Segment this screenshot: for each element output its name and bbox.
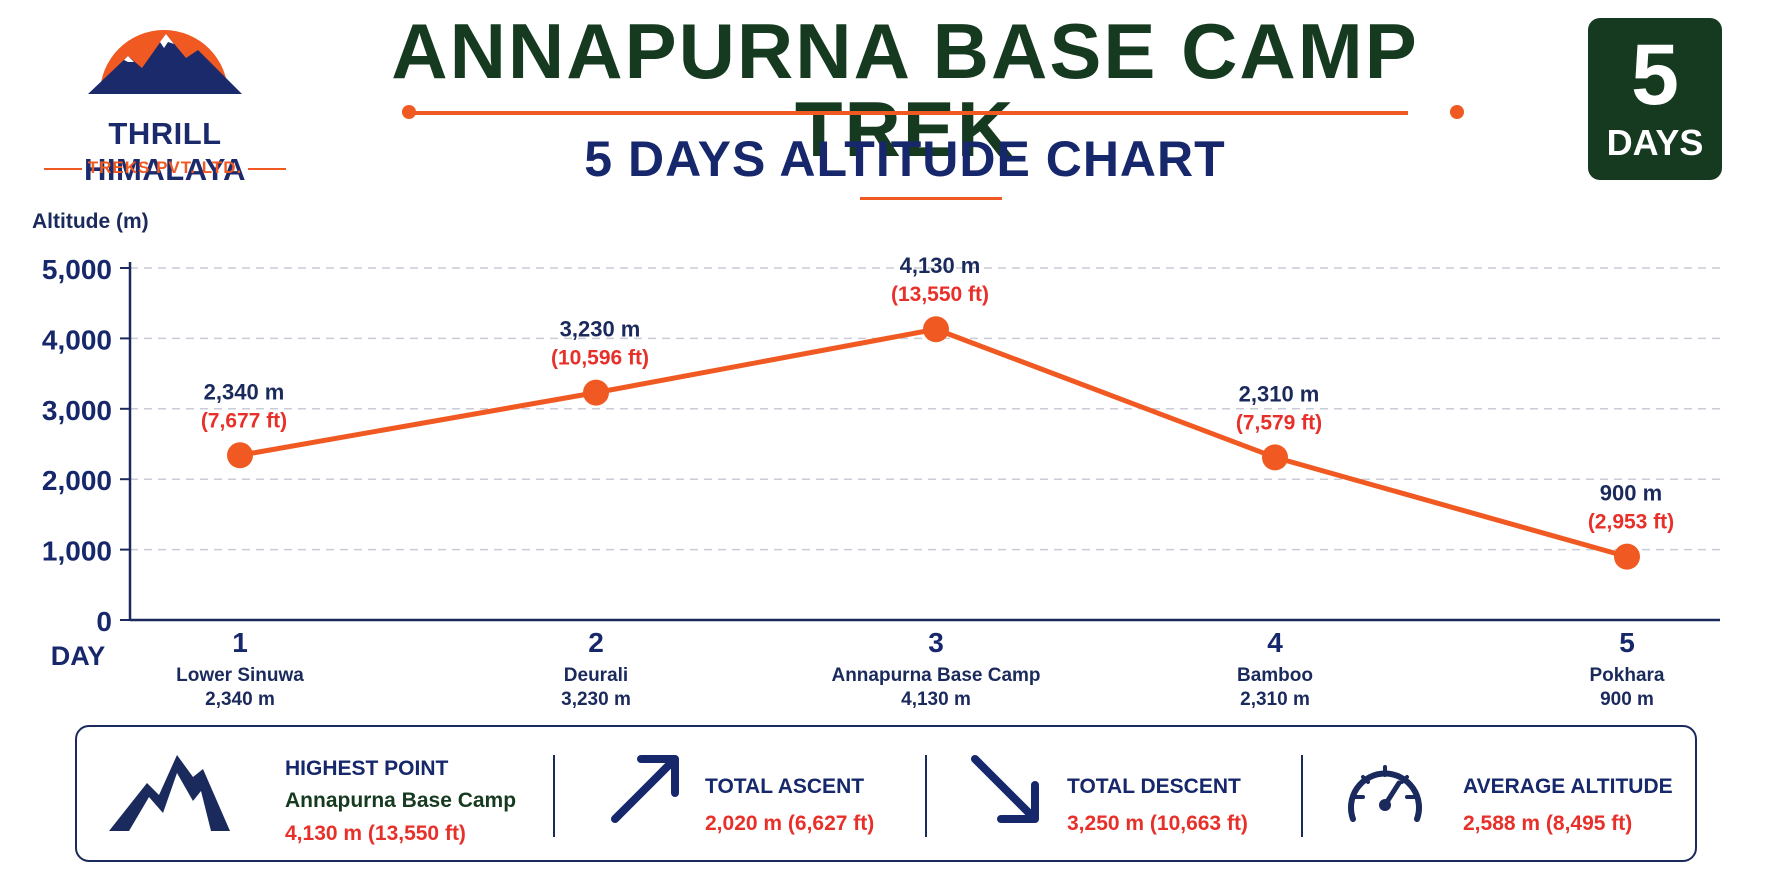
mountain-sun-logo-icon bbox=[88, 30, 242, 94]
page-title: ANNAPURNA BASE CAMP TREK bbox=[391, 7, 1419, 173]
average-altitude-value: 2,588 m (8,495 ft) bbox=[1463, 812, 1633, 835]
data-point bbox=[1614, 543, 1640, 570]
total-ascent-title: TOTAL ASCENT bbox=[705, 775, 865, 798]
data-point bbox=[227, 442, 253, 469]
x-tick-altitude: 2,340 m bbox=[205, 689, 275, 710]
mountain-icon bbox=[109, 755, 230, 831]
y-tick-label: 1,000 bbox=[42, 536, 112, 567]
x-tick-altitude: 4,130 m bbox=[901, 689, 971, 710]
x-tick-place: Lower Sinuwa bbox=[176, 665, 304, 686]
stats-divider bbox=[553, 755, 555, 837]
stats-divider bbox=[1301, 755, 1303, 837]
x-tick-day: 4 bbox=[1267, 627, 1283, 658]
highest-point-place: Annapurna Base Camp bbox=[285, 789, 517, 812]
data-label-feet: (7,677 ft) bbox=[201, 409, 287, 432]
data-label-feet: (13,550 ft) bbox=[891, 283, 989, 306]
x-tick-place: Deurali bbox=[564, 665, 628, 686]
x-tick-altitude: 3,230 m bbox=[561, 689, 631, 710]
data-label-altitude: 3,230 m bbox=[560, 317, 641, 342]
data-label-feet: (10,596 ft) bbox=[551, 347, 649, 370]
days-badge-number: 5 bbox=[1631, 27, 1679, 123]
data-point bbox=[1262, 444, 1288, 471]
highest-point-value: 4,130 m (13,550 ft) bbox=[285, 822, 466, 845]
average-altitude-title: AVERAGE ALTITUDE bbox=[1463, 775, 1673, 798]
y-tick-label: 0 bbox=[96, 606, 112, 637]
title-rule bbox=[408, 111, 1408, 115]
x-tick-day: 1 bbox=[232, 627, 248, 658]
x-tick-place: Bamboo bbox=[1237, 665, 1313, 686]
days-badge: 5 DAYS bbox=[1588, 18, 1722, 180]
data-label-altitude: 2,310 m bbox=[1239, 381, 1320, 406]
highest-point-title: HIGHEST POINT bbox=[285, 757, 449, 780]
data-label-feet: (2,953 ft) bbox=[1588, 511, 1674, 534]
arrow-up-right-icon bbox=[611, 755, 679, 823]
total-descent-value: 3,250 m (10,663 ft) bbox=[1067, 812, 1248, 835]
y-tick-label: 4,000 bbox=[42, 324, 112, 355]
y-tick-label: 2,000 bbox=[42, 465, 112, 496]
data-point bbox=[923, 316, 949, 343]
logo-divider-right bbox=[248, 168, 286, 170]
x-tick-day: 2 bbox=[588, 627, 604, 658]
total-ascent-value: 2,020 m (6,627 ft) bbox=[705, 812, 875, 835]
total-descent-title: TOTAL DESCENT bbox=[1067, 775, 1241, 798]
x-tick-day: 3 bbox=[928, 627, 944, 658]
page-subtitle: 5 DAYS ALTITUDE CHART bbox=[584, 131, 1226, 187]
data-label-altitude: 4,130 m bbox=[900, 253, 981, 278]
gauge-icon bbox=[1348, 765, 1422, 822]
data-label-altitude: 2,340 m bbox=[204, 379, 285, 404]
logo-name: THRILL HIMALAYA bbox=[84, 116, 246, 187]
title-rule-dot-left bbox=[402, 105, 416, 119]
y-tick-label: 5,000 bbox=[42, 254, 112, 285]
y-tick-label: 3,000 bbox=[42, 395, 112, 426]
data-label-feet: (7,579 ft) bbox=[1236, 411, 1322, 434]
data-point bbox=[583, 379, 609, 406]
logo-subtitle: TREKS PVT. LTD. bbox=[87, 158, 243, 177]
x-tick-place: Annapurna Base Camp bbox=[831, 665, 1040, 686]
days-badge-label: DAYS bbox=[1606, 122, 1704, 163]
x-tick-altitude: 2,310 m bbox=[1240, 689, 1310, 710]
logo-divider-left bbox=[44, 168, 82, 170]
x-tick-day: 5 bbox=[1619, 627, 1635, 658]
title-rule-dot-right bbox=[1450, 105, 1464, 119]
subtitle-rule bbox=[860, 197, 1002, 200]
stats-panel: HIGHEST POINT Annapurna Base Camp 4,130 … bbox=[75, 725, 1697, 862]
x-tick-altitude: 900 m bbox=[1600, 689, 1654, 710]
x-tick-place: Pokhara bbox=[1590, 665, 1665, 686]
data-label-altitude: 900 m bbox=[1600, 481, 1662, 506]
company-logo: THRILL HIMALAYA TREKS PVT. LTD. bbox=[30, 12, 300, 187]
y-axis-title: Altitude (m) bbox=[32, 210, 149, 233]
altitude-line bbox=[239, 326, 1628, 560]
arrow-down-right-icon bbox=[971, 755, 1039, 823]
x-axis-title: DAY bbox=[51, 641, 106, 671]
stats-divider bbox=[925, 755, 927, 837]
